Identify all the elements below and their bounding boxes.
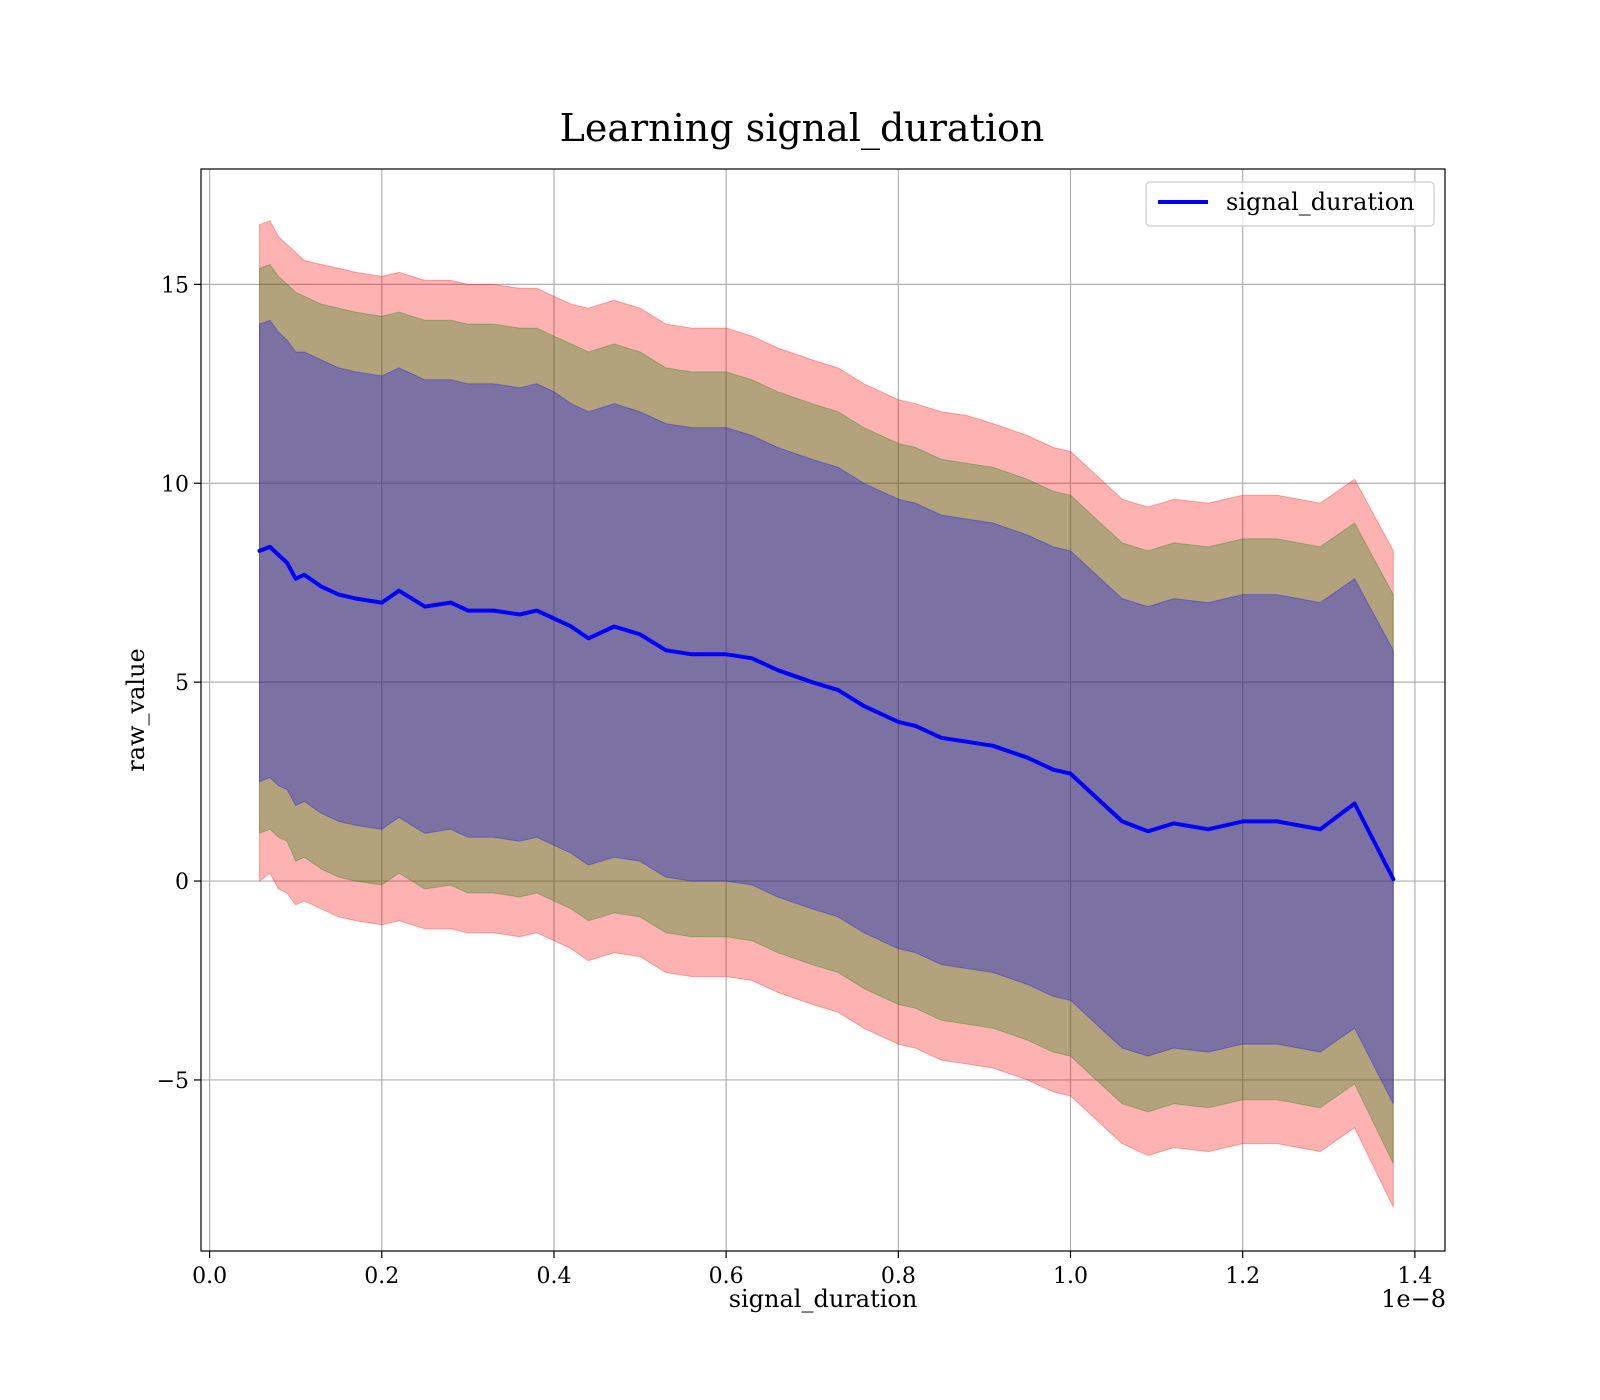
confidence-band-1 [259, 220, 1394, 1208]
x-tick-label: 0.0 [192, 1264, 227, 1289]
confidence-bands [259, 220, 1394, 1208]
plot-background [201, 169, 1445, 1251]
x-axis-offset-label: 1e−8 [1381, 1285, 1446, 1313]
legend-entry-label: signal_duration [1226, 188, 1415, 216]
chart-title: Learning signal_duration [560, 106, 1045, 151]
series-line-1 [257, 544, 1396, 882]
series-lines [257, 544, 1396, 882]
grid [201, 169, 1445, 1251]
x-tick-label: 0.4 [536, 1264, 571, 1289]
x-axis-label: signal_duration [729, 1285, 918, 1313]
legend-box [1145, 181, 1435, 227]
x-tick-label: 0.8 [881, 1264, 916, 1289]
plot-frame [200, 168, 1446, 1252]
y-tick-label: 0 [175, 870, 189, 895]
x-tick-label: 1.4 [1397, 1264, 1432, 1289]
confidence-band-3 [259, 319, 1394, 1105]
legend: signal_duration [1145, 181, 1435, 227]
y-axis-label: raw_value [122, 648, 150, 772]
y-tick-label: −5 [157, 1069, 189, 1094]
y-tick-label: 5 [175, 671, 189, 696]
confidence-band-2 [259, 263, 1394, 1164]
plot-area [200, 168, 1446, 1252]
x-tick-label: 1.0 [1053, 1264, 1088, 1289]
x-tick-label: 0.6 [709, 1264, 744, 1289]
x-axis-ticks: 0.0 0.2 0.4 0.6 0.8 1.0 1.2 1.4 [192, 1251, 1432, 1289]
y-tick-label: 15 [161, 273, 189, 298]
y-axis-ticks: −5 0 5 10 15 [157, 273, 201, 1094]
y-tick-label: 10 [161, 472, 189, 497]
x-tick-label: 0.2 [364, 1264, 399, 1289]
x-tick-label: 1.2 [1225, 1264, 1260, 1289]
